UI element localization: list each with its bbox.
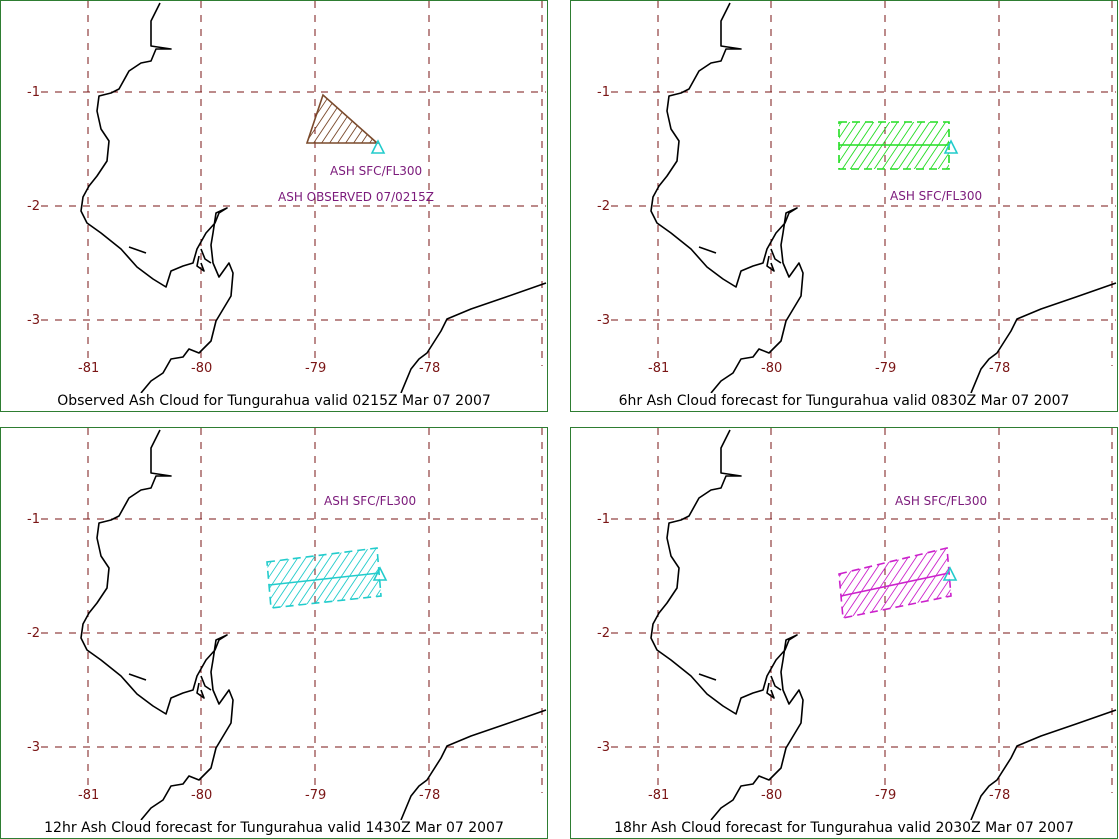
ash-trajectory-line — [268, 572, 380, 586]
ash-cloud-hatching — [267, 548, 381, 608]
lat-tick-label: -2 — [597, 199, 610, 214]
ash-label-level: ASH SFC/FL300 — [330, 164, 422, 178]
coastline — [650, 429, 1117, 820]
ash-label-level: ASH SFC/FL300 — [890, 189, 982, 203]
ash-cloud-hatching — [307, 95, 377, 143]
volcano-triangle-icon — [370, 139, 386, 154]
lon-tick-label: -81 — [648, 361, 669, 376]
lon-tick-label: -80 — [191, 361, 212, 376]
lat-tick-label: -3 — [597, 740, 610, 755]
lon-tick-label: -79 — [875, 788, 896, 803]
coastline-inlet — [196, 255, 205, 272]
ash-label-observed: ASH OBSERVED 07/0215Z — [278, 190, 434, 204]
coastline — [650, 2, 1117, 393]
ash-cloud-outline — [838, 547, 952, 619]
lon-tick-label: -78 — [419, 361, 440, 376]
lon-tick-label: -79 — [305, 361, 326, 376]
lon-tick-label: -81 — [78, 788, 99, 803]
lat-tick-label: -3 — [27, 313, 40, 328]
lon-tick-label: -80 — [761, 361, 782, 376]
lat-tick-label: -1 — [27, 512, 40, 527]
lat-tick-label: -2 — [597, 626, 610, 641]
coastline — [80, 2, 547, 393]
lon-tick-label: -79 — [875, 361, 896, 376]
lat-tick-label: -1 — [597, 85, 610, 100]
lat-tick-label: -1 — [27, 85, 40, 100]
lon-tick-label: -78 — [419, 788, 440, 803]
map-observed: ASH SFC/FL300 ASH OBSERVED 07/0215Z -81 -… — [27, 1, 547, 393]
lon-tick-label: -80 — [761, 788, 782, 803]
map-6hr: ASH SFC/FL300 -81 -80 -79 -78 -1 -2 -3 — [597, 1, 1117, 393]
ash-cloud-hatching — [839, 122, 949, 169]
panel-18hr: ASH SFC/FL300 -81 -80 -79 -78 -1 -2 -3 18hr As… — [570, 427, 1118, 839]
ash-label-level: ASH SFC/FL300 — [895, 494, 987, 508]
lat-tick-label: -2 — [27, 199, 40, 214]
panel-caption: 12hr Ash Cloud forecast for Tungurahua v… — [44, 820, 504, 836]
lon-tick-label: -80 — [191, 788, 212, 803]
panel-caption: 18hr Ash Cloud forecast for Tungurahua v… — [614, 820, 1074, 836]
lat-tick-label: -3 — [27, 740, 40, 755]
volcano-triangle-icon — [943, 139, 959, 154]
coastline-inlet — [766, 682, 775, 699]
ash-cloud-hatching — [839, 548, 951, 618]
lon-tick-label: -78 — [989, 361, 1010, 376]
panel-caption: 6hr Ash Cloud forecast for Tungurahua va… — [618, 393, 1070, 409]
ash-cloud-outline — [305, 93, 380, 144]
lon-tick-label: -81 — [648, 788, 669, 803]
lon-tick-label: -81 — [78, 361, 99, 376]
lon-tick-label: -79 — [305, 788, 326, 803]
ash-cloud-outline — [838, 121, 950, 170]
volcano-triangle-icon — [372, 566, 388, 581]
panel-12hr: ASH SFC/FL300 -81 -80 -79 -78 -1 -2 -3 12hr As… — [0, 427, 548, 839]
volcano-triangle-icon — [942, 566, 958, 581]
coastline — [80, 429, 547, 820]
ash-cloud-outline — [266, 547, 382, 609]
panel-caption: Observed Ash Cloud for Tungurahua valid … — [57, 393, 491, 409]
lon-tick-label: -78 — [989, 788, 1010, 803]
ash-trajectory-line — [840, 572, 950, 597]
map-12hr: ASH SFC/FL300 -81 -80 -79 -78 -1 -2 -3 — [27, 428, 547, 820]
panel-observed: ASH SFC/FL300 ASH OBSERVED 07/0215Z -81 -… — [0, 0, 548, 412]
lat-tick-label: -3 — [597, 313, 610, 328]
lat-tick-label: -2 — [27, 626, 40, 641]
map-18hr: ASH SFC/FL300 -81 -80 -79 -78 -1 -2 -3 — [597, 428, 1117, 820]
lat-tick-label: -1 — [597, 512, 610, 527]
coastline-inlet — [766, 255, 775, 272]
panel-6hr: ASH SFC/FL300 -81 -80 -79 -78 -1 -2 -3 6hr Ash… — [570, 0, 1118, 412]
ash-label-level: ASH SFC/FL300 — [324, 494, 416, 508]
coastline-inlet — [196, 682, 205, 699]
